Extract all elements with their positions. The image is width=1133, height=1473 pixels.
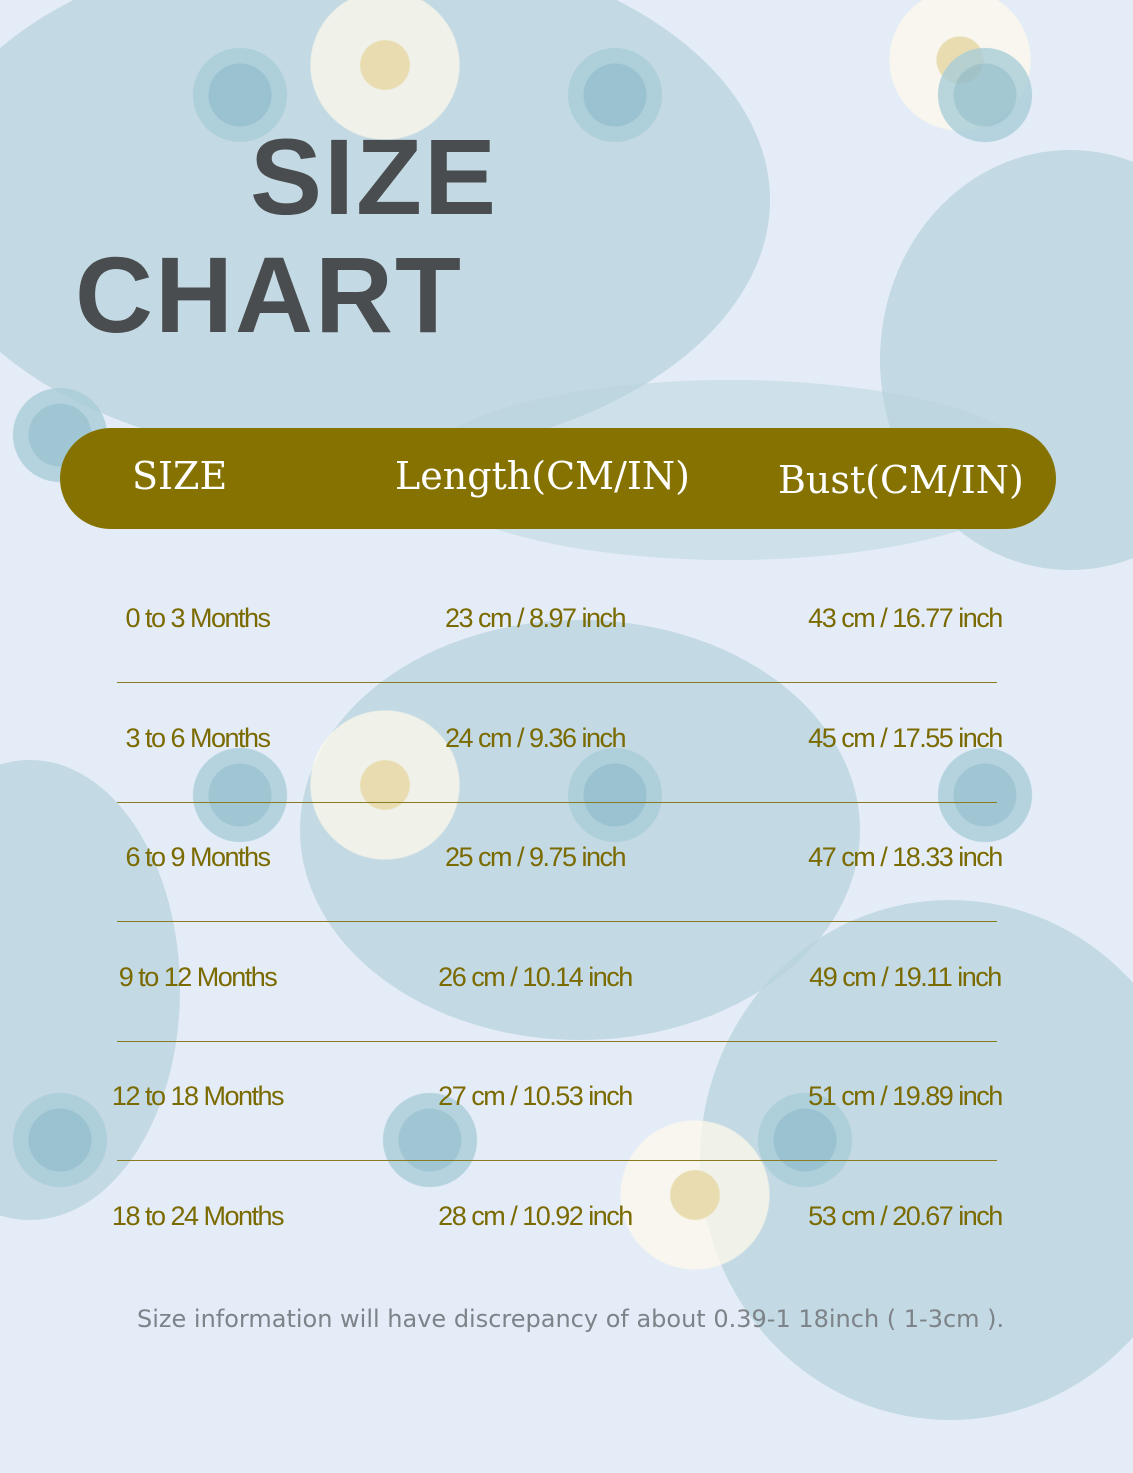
header-size: SIZE bbox=[132, 454, 228, 498]
size-cell: 6 to 9 Months bbox=[125, 842, 271, 872]
size-cell: 9 to 12 Months bbox=[118, 961, 278, 992]
bust-cell: 51 cm / 19.89 inch bbox=[808, 1081, 1003, 1111]
table-row: 0 to 3 Months 23 cm / 8.97 inch 43 cm / 16… bbox=[0, 603, 1133, 663]
row-divider bbox=[117, 1160, 997, 1161]
table-row: 18 to 24 Months 28 cm / 10.92 inch 53 cm /… bbox=[0, 1201, 1133, 1261]
size-note: Size information will have discrepancy o… bbox=[137, 1305, 1005, 1333]
header-bust: Bust(CM/IN) bbox=[778, 458, 1024, 502]
size-cell: 3 to 6 Months bbox=[125, 722, 271, 753]
size-cell: 0 to 3 Months bbox=[125, 603, 271, 633]
size-cell: 18 to 24 Months bbox=[111, 1200, 285, 1231]
table-row: 3 to 6 Months 24 cm / 9.36 inch 45 cm / 17… bbox=[0, 723, 1133, 783]
length-cell: 26 cm / 10.14 inch bbox=[438, 961, 633, 992]
length-cell: 25 cm / 9.75 inch bbox=[444, 842, 627, 872]
bust-cell: 43 cm / 16.77 inch bbox=[808, 603, 1003, 633]
bust-cell: 53 cm / 20.67 inch bbox=[808, 1200, 1003, 1231]
length-cell: 24 cm / 9.36 inch bbox=[444, 722, 627, 753]
row-divider bbox=[117, 801, 997, 803]
title-line-1: SIZE bbox=[250, 116, 499, 237]
bust-cell: 47 cm / 18.33 inch bbox=[808, 842, 1003, 872]
length-cell: 28 cm / 10.92 inch bbox=[438, 1200, 633, 1231]
table-header: SIZE Length(CM/IN) Bust(CM/IN) bbox=[60, 428, 1056, 529]
table-row: 12 to 18 Months 27 cm / 10.53 inch 51 cm /… bbox=[0, 1081, 1133, 1141]
table-row: 9 to 12 Months 26 cm / 10.14 inch 49 cm / … bbox=[0, 962, 1133, 1022]
table-row: 6 to 9 Months 25 cm / 9.75 inch 47 cm / 18… bbox=[0, 842, 1133, 902]
bust-cell: 45 cm / 17.55 inch bbox=[808, 722, 1003, 753]
row-divider bbox=[117, 921, 997, 922]
bust-cell: 49 cm / 19.11 inch bbox=[809, 961, 1002, 992]
header-length: Length(CM/IN) bbox=[395, 454, 690, 498]
size-cell: 12 to 18 Months bbox=[111, 1081, 285, 1111]
length-cell: 27 cm / 10.53 inch bbox=[438, 1081, 633, 1111]
page-title: SIZE CHART bbox=[75, 118, 498, 354]
length-cell: 23 cm / 8.97 inch bbox=[444, 603, 627, 633]
title-line-2: CHART bbox=[75, 234, 463, 355]
row-divider bbox=[117, 1040, 997, 1042]
row-divider bbox=[117, 682, 997, 683]
